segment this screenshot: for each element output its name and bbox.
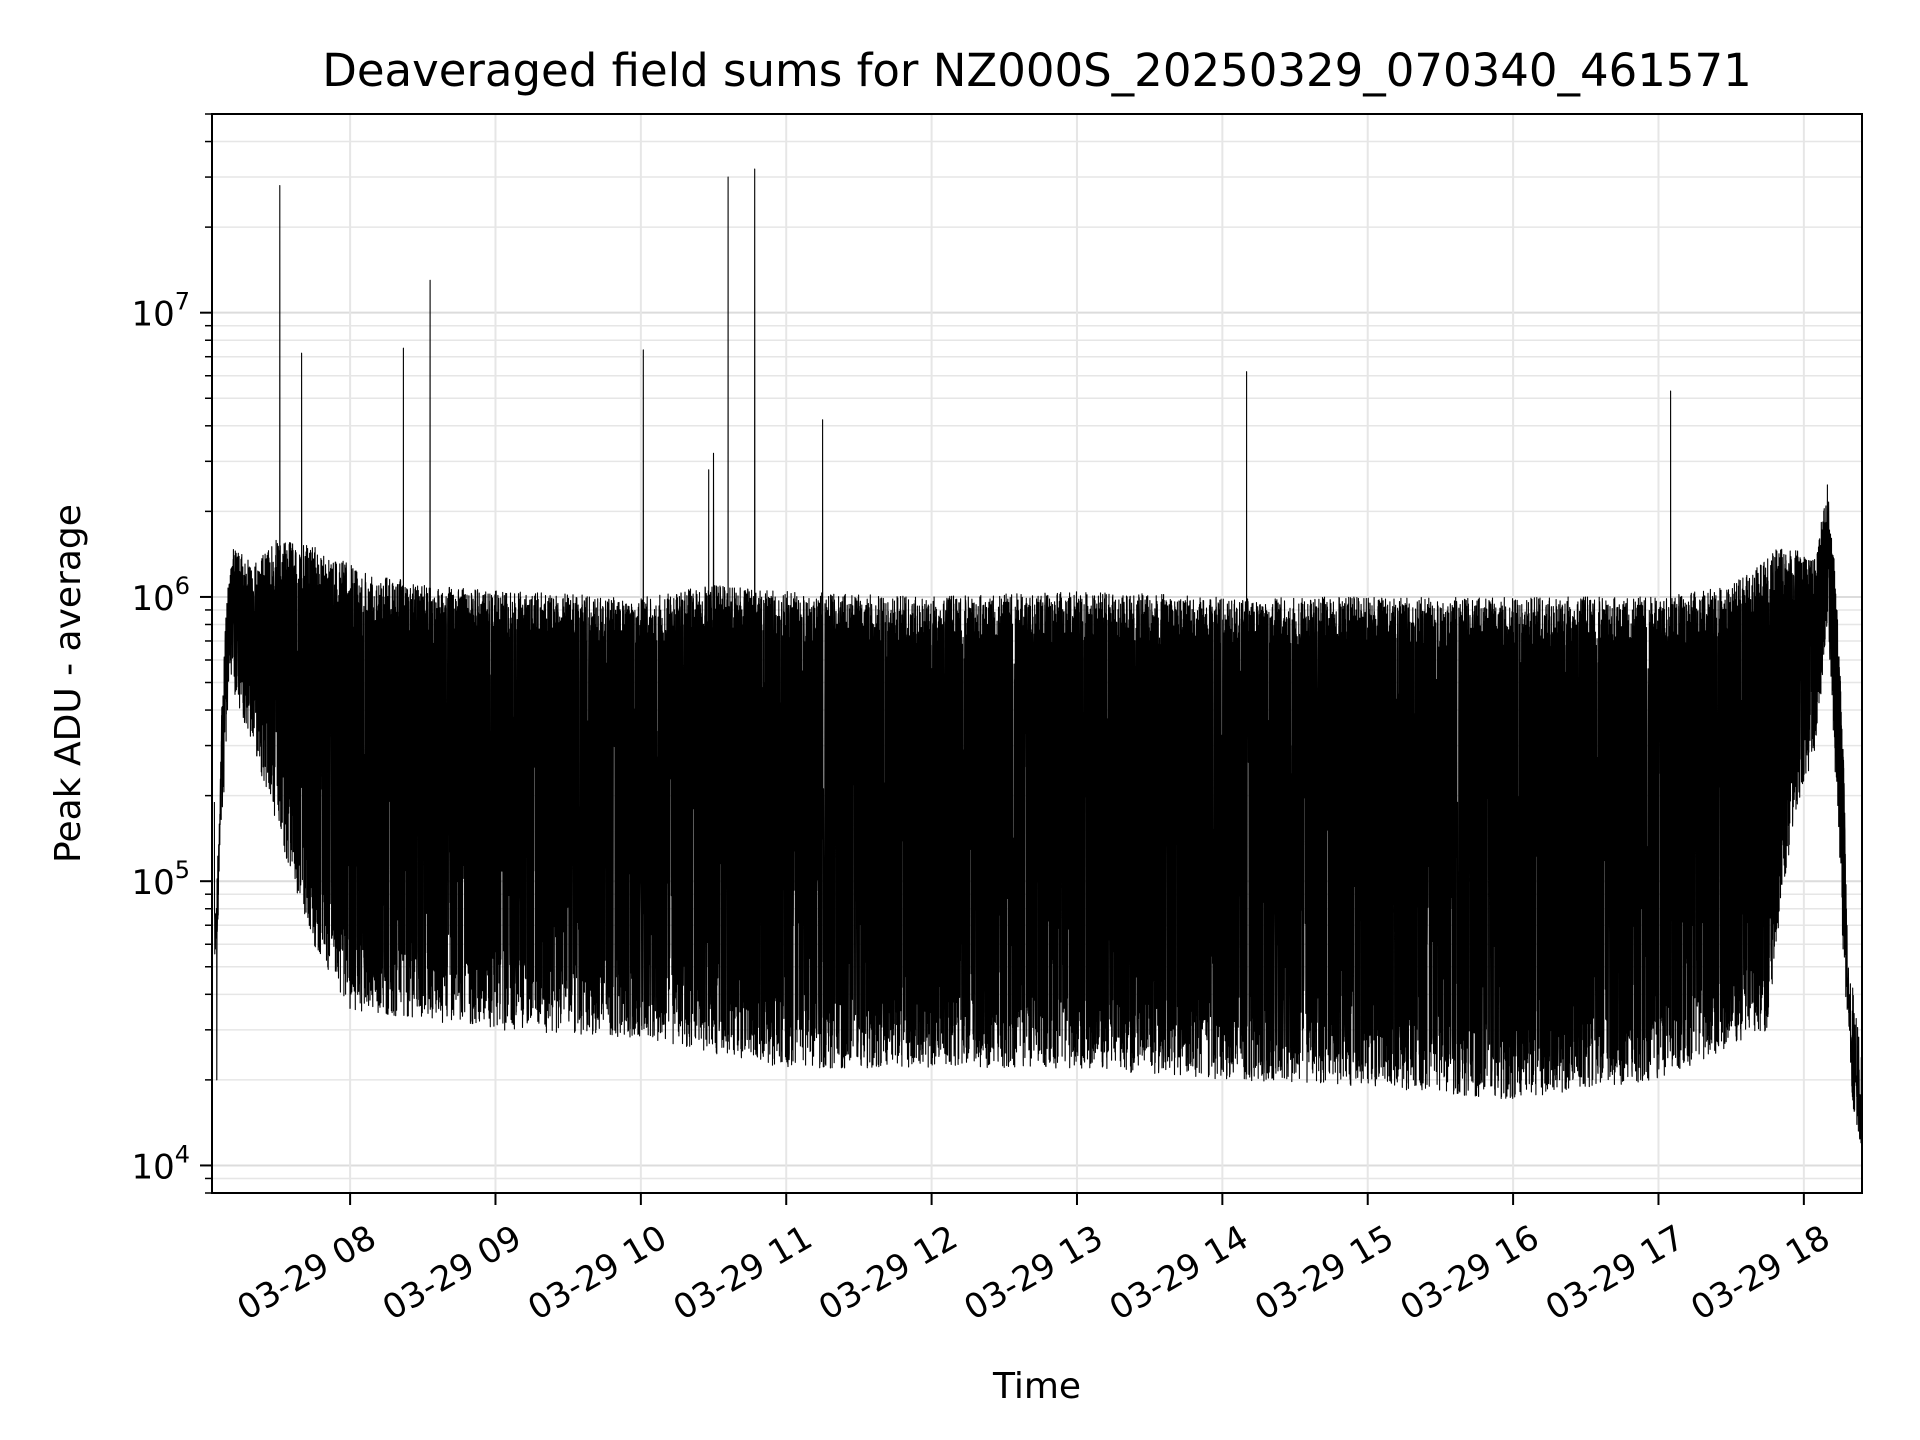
x-tick-label: 03-29 09 bbox=[376, 1218, 528, 1329]
y-tick-label: 104 bbox=[131, 1140, 190, 1187]
x-tick-label: 03-29 16 bbox=[1394, 1218, 1546, 1329]
x-tick-label: 03-29 11 bbox=[667, 1218, 819, 1329]
chart-title: Deaveraged field sums for NZ000S_2025032… bbox=[322, 44, 1752, 97]
series-line bbox=[213, 168, 1863, 1144]
x-tick-label: 03-29 08 bbox=[231, 1218, 383, 1329]
x-tick-label: 03-29 13 bbox=[957, 1218, 1109, 1329]
y-tick-label: 105 bbox=[131, 856, 190, 903]
x-tick-label: 03-29 18 bbox=[1684, 1218, 1836, 1329]
y-tick-label: 106 bbox=[131, 572, 190, 619]
y-tick-label: 107 bbox=[131, 288, 190, 335]
y-axis-title: Peak ADU - average bbox=[48, 504, 89, 863]
x-axis-title: Time bbox=[992, 1366, 1081, 1407]
plot-frame bbox=[211, 113, 1863, 1194]
x-tick-label: 03-29 14 bbox=[1103, 1218, 1255, 1329]
x-tick-label: 03-29 17 bbox=[1539, 1218, 1691, 1329]
x-tick-label: 03-29 12 bbox=[812, 1218, 964, 1329]
x-tick-label: 03-29 10 bbox=[521, 1218, 673, 1329]
x-tick-label: 03-29 15 bbox=[1248, 1218, 1400, 1329]
